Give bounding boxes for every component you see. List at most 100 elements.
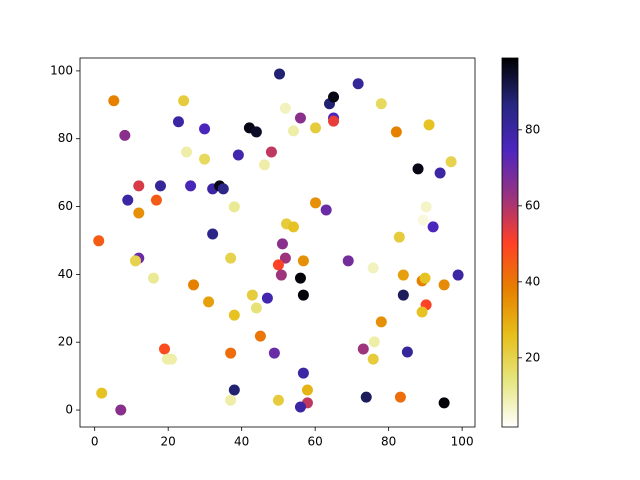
point: [207, 228, 219, 240]
point: [199, 153, 211, 165]
x-tick-label: 0: [91, 435, 99, 449]
colorbar-tick-label: 20: [525, 350, 540, 364]
point: [254, 330, 266, 342]
x-tick-label: 80: [381, 435, 396, 449]
point: [261, 292, 273, 304]
y-tick-label: 20: [58, 335, 73, 349]
point: [172, 116, 184, 128]
point: [367, 353, 379, 365]
point: [203, 296, 215, 308]
point: [275, 269, 287, 281]
point: [342, 255, 354, 267]
point: [119, 129, 131, 141]
point: [390, 126, 402, 138]
point: [225, 347, 237, 359]
point: [250, 126, 262, 138]
point: [412, 163, 424, 175]
colorbar-tick-label: 40: [525, 274, 540, 288]
point: [150, 194, 162, 206]
point: [199, 123, 211, 135]
point: [274, 68, 286, 80]
point: [438, 279, 450, 291]
plot-frame: [79, 57, 476, 428]
point: [165, 353, 177, 365]
point: [122, 194, 134, 206]
point: [250, 302, 262, 314]
point: [438, 397, 450, 409]
point: [294, 401, 306, 413]
point: [416, 306, 428, 318]
point: [279, 102, 291, 114]
point: [178, 95, 190, 107]
point: [294, 272, 306, 284]
point: [297, 367, 309, 379]
point: [272, 394, 284, 406]
point: [129, 255, 141, 267]
point: [394, 391, 406, 403]
point: [225, 252, 237, 264]
point: [368, 336, 380, 348]
point: [147, 272, 159, 284]
point: [159, 343, 171, 355]
point: [232, 149, 244, 161]
colorbar-tick-label: 80: [525, 122, 540, 136]
point: [352, 78, 364, 90]
point: [246, 289, 258, 301]
point: [393, 231, 405, 243]
point: [225, 394, 237, 406]
point: [328, 115, 340, 127]
y-tick-label: 100: [50, 63, 73, 77]
point: [154, 180, 166, 192]
y-tick-label: 60: [58, 199, 73, 213]
x-tick-label: 20: [161, 435, 176, 449]
point: [375, 316, 387, 328]
point: [93, 235, 105, 247]
point: [228, 309, 240, 321]
point: [420, 201, 432, 213]
point: [228, 384, 240, 396]
point: [276, 238, 288, 250]
colorbar: [501, 57, 519, 428]
point: [258, 159, 270, 171]
point: [401, 346, 413, 358]
point: [133, 180, 145, 192]
point: [445, 156, 457, 168]
point: [397, 289, 409, 301]
point: [185, 180, 197, 192]
point: [228, 201, 240, 213]
point: [181, 146, 193, 158]
point: [310, 122, 322, 134]
point: [279, 252, 291, 264]
point: [294, 112, 306, 124]
point: [360, 391, 372, 403]
point: [320, 204, 332, 216]
point: [452, 269, 464, 281]
point: [417, 214, 429, 226]
x-tick-label: 40: [234, 435, 249, 449]
point: [265, 146, 277, 158]
x-tick-label: 100: [451, 435, 474, 449]
point: [357, 343, 369, 355]
point: [108, 95, 120, 107]
point: [397, 269, 409, 281]
point: [297, 289, 309, 301]
y-tick-label: 40: [58, 267, 73, 281]
y-tick-label: 0: [65, 403, 73, 417]
point: [217, 183, 229, 195]
point: [133, 207, 145, 219]
point: [419, 272, 431, 284]
point: [287, 221, 299, 233]
point: [423, 119, 435, 131]
point: [96, 387, 108, 399]
colorbar-tick-label: 60: [525, 198, 540, 212]
point: [427, 221, 439, 233]
point: [367, 262, 379, 274]
point: [287, 125, 299, 137]
x-tick-label: 60: [308, 435, 323, 449]
y-tick-label: 80: [58, 131, 73, 145]
point: [328, 91, 340, 103]
point: [434, 167, 446, 179]
point: [188, 279, 200, 291]
point: [297, 255, 309, 267]
